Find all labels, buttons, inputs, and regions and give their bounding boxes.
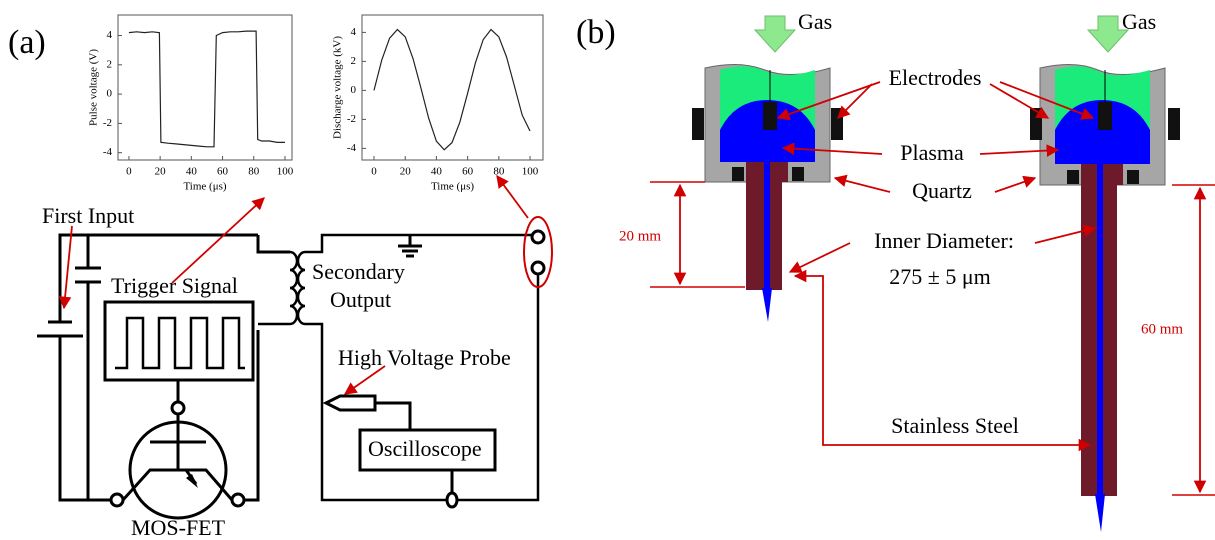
label: Oscilloscope xyxy=(368,436,482,461)
dimension-label: 60 mm xyxy=(1141,321,1183,337)
dimension-label: 20 mm xyxy=(619,228,661,244)
x-tick-label: 60 xyxy=(462,166,474,178)
y-tick-label: -2 xyxy=(347,113,356,125)
y-tick-label: 2 xyxy=(107,58,113,70)
label: Trigger Signal xyxy=(111,273,238,298)
label: Gas xyxy=(1122,9,1156,34)
panel-label: (b) xyxy=(576,14,616,51)
label: Plasma xyxy=(900,140,964,165)
x-tick-label: 100 xyxy=(277,166,294,178)
x-tick-label: 40 xyxy=(431,166,443,178)
label: First Input xyxy=(42,203,134,228)
y-tick-label: 0 xyxy=(107,88,113,100)
waveform xyxy=(129,31,285,147)
label: Quartz xyxy=(912,178,972,203)
y-tick-label: 2 xyxy=(351,55,357,67)
label: 275 ± 5 μm xyxy=(889,264,990,289)
x-tick-label: 100 xyxy=(522,166,539,178)
y-tick-label: -4 xyxy=(347,142,357,154)
y-axis-label: Discharge voltage (kV) xyxy=(332,36,344,139)
waveform xyxy=(374,30,530,150)
label: Inner Diameter: xyxy=(874,228,1014,253)
label: MOS-FET xyxy=(131,515,226,540)
label: High Voltage Probe xyxy=(338,345,511,370)
x-tick-label: 20 xyxy=(155,166,167,178)
label: Stainless Steel xyxy=(891,413,1019,438)
x-tick-label: 0 xyxy=(126,166,132,178)
x-tick-label: 80 xyxy=(493,166,505,178)
y-tick-label: -2 xyxy=(103,117,112,129)
y-axis-label: Pulse voltage (V) xyxy=(88,49,100,126)
label: Gas xyxy=(798,9,832,34)
x-tick-label: 0 xyxy=(371,166,377,178)
x-tick-label: 60 xyxy=(217,166,229,178)
y-tick-label: 4 xyxy=(107,29,113,41)
x-tick-label: 20 xyxy=(400,166,412,178)
y-tick-label: -4 xyxy=(103,146,113,158)
label: Electrodes xyxy=(889,65,982,90)
x-axis-label: Time (μs) xyxy=(431,181,474,193)
label: Secondary xyxy=(312,259,405,284)
panel-label: (a) xyxy=(8,24,46,61)
y-tick-label: 4 xyxy=(351,26,357,38)
x-tick-label: 40 xyxy=(186,166,198,178)
label: Output xyxy=(330,287,391,312)
x-axis-label: Time (μs) xyxy=(183,181,226,193)
x-tick-label: 80 xyxy=(248,166,260,178)
y-tick-label: 0 xyxy=(351,84,357,96)
figure: (a) (b) First Input Trigger Signal Secon… xyxy=(0,0,1215,540)
plot-frame xyxy=(362,15,543,160)
plot-frame xyxy=(118,15,292,160)
